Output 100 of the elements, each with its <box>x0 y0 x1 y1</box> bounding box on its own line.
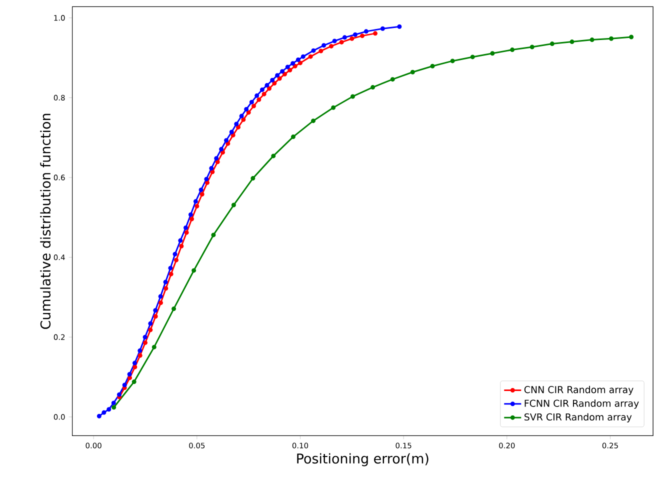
point <box>138 353 142 358</box>
point <box>252 104 256 108</box>
point <box>209 166 214 171</box>
point <box>350 94 355 99</box>
point <box>193 199 198 204</box>
point <box>188 212 193 217</box>
point <box>397 24 402 29</box>
point <box>142 334 148 340</box>
point <box>570 40 574 44</box>
x-axis-title: Positioning error(m) <box>297 453 428 466</box>
point <box>629 34 634 40</box>
point <box>331 105 336 110</box>
point <box>179 244 184 248</box>
point <box>163 280 168 284</box>
point <box>318 48 324 54</box>
point <box>178 238 183 243</box>
point <box>210 170 215 174</box>
point <box>204 176 209 182</box>
point <box>96 414 102 418</box>
point <box>138 348 142 353</box>
point <box>174 258 179 262</box>
point <box>373 31 378 36</box>
point <box>470 54 475 60</box>
point <box>164 286 168 291</box>
point <box>256 97 262 102</box>
point <box>211 232 216 238</box>
point <box>234 122 239 126</box>
point <box>390 77 395 82</box>
point <box>215 160 220 164</box>
point <box>339 40 344 44</box>
point <box>184 226 188 230</box>
point <box>280 69 285 74</box>
legend-label: SVR CIR Random array <box>524 413 632 422</box>
point <box>168 272 174 276</box>
point <box>328 44 334 48</box>
point <box>116 392 122 397</box>
point <box>190 216 194 222</box>
point <box>220 150 225 155</box>
point <box>250 176 256 181</box>
point <box>249 100 254 104</box>
point <box>364 29 368 34</box>
point <box>277 76 282 81</box>
point <box>550 42 554 46</box>
point <box>241 117 246 122</box>
point <box>311 118 316 124</box>
point <box>200 192 204 196</box>
point <box>127 372 132 376</box>
point <box>224 138 229 143</box>
point <box>148 328 153 332</box>
point <box>132 364 138 370</box>
point <box>168 266 173 270</box>
point <box>272 81 277 86</box>
point <box>184 230 189 235</box>
point <box>430 64 435 68</box>
point <box>229 130 234 134</box>
point <box>288 68 292 72</box>
point <box>360 34 364 38</box>
point <box>226 141 230 146</box>
point <box>158 300 164 306</box>
point <box>311 48 316 53</box>
point <box>271 154 276 158</box>
point <box>214 156 219 161</box>
point <box>158 294 163 299</box>
point <box>236 124 240 130</box>
point <box>370 85 376 90</box>
point <box>450 58 455 64</box>
point <box>106 407 112 412</box>
point <box>153 308 158 313</box>
point <box>300 54 306 59</box>
point <box>609 36 614 41</box>
point <box>254 93 260 98</box>
legend-label: FCNN CIR Random array <box>524 400 639 409</box>
point <box>262 92 266 96</box>
point <box>198 188 204 192</box>
point <box>285 64 290 70</box>
point <box>172 306 176 312</box>
point <box>122 382 127 388</box>
point <box>490 51 495 56</box>
point <box>264 83 270 88</box>
point <box>380 26 385 31</box>
point <box>143 340 148 345</box>
point <box>296 58 300 62</box>
point <box>282 72 287 76</box>
point <box>530 44 534 50</box>
point <box>322 43 326 48</box>
point <box>102 410 106 415</box>
point <box>275 73 280 78</box>
legend-label: CNN CIR Random array <box>524 386 634 396</box>
point <box>267 86 272 91</box>
y-axis-title: Cumulative distribution function <box>40 114 51 329</box>
point <box>290 61 296 66</box>
point <box>192 268 196 273</box>
point <box>172 252 178 256</box>
point <box>410 70 415 74</box>
point <box>260 87 264 92</box>
point <box>270 78 275 82</box>
point <box>132 360 137 366</box>
point <box>153 314 158 319</box>
point <box>152 344 156 350</box>
point <box>230 132 236 138</box>
